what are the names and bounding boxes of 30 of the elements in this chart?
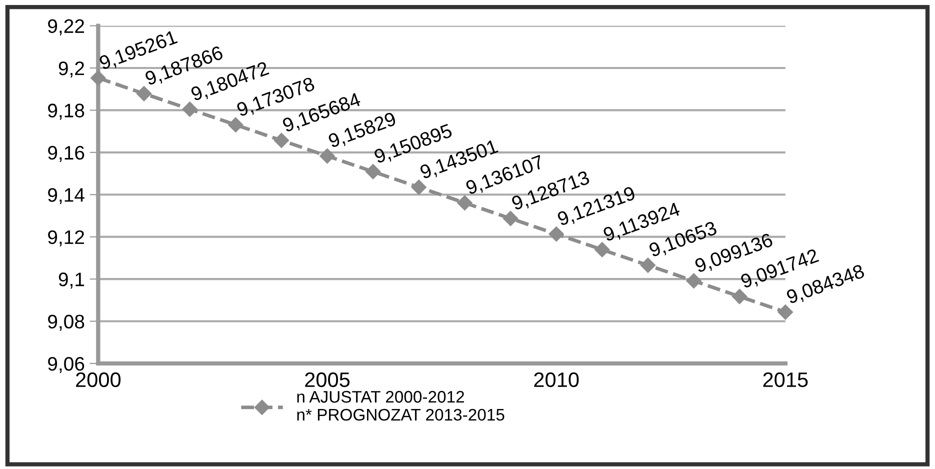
point — [274, 132, 290, 148]
point — [90, 70, 106, 86]
point — [594, 242, 610, 258]
y-tick-label: 9,14 — [48, 188, 84, 204]
y-tick-label: 9,06 — [48, 356, 84, 374]
point — [502, 210, 518, 226]
point — [457, 195, 472, 210]
point — [778, 304, 793, 320]
y-tick-label: 9,2 — [58, 61, 84, 78]
point — [182, 102, 198, 117]
point — [411, 180, 426, 195]
x-tick-label: 2010 — [534, 372, 579, 388]
point — [228, 117, 244, 132]
point — [732, 288, 748, 304]
y-tick-label: 9,22 — [48, 19, 84, 36]
point — [320, 148, 335, 164]
y-tick-label: 9,08 — [48, 314, 84, 331]
point — [640, 258, 656, 273]
y-tick-label: 9,18 — [48, 104, 84, 120]
point — [136, 86, 152, 102]
point — [548, 226, 564, 242]
legend-label: n AJUSTAT 2000-2012 n* PROGNOZAT 2013-2015 — [297, 390, 504, 421]
x-tick-label: 2015 — [763, 372, 808, 388]
point — [365, 164, 381, 180]
y-tick-label: 9,16 — [48, 146, 84, 162]
y-tick-label: 9,12 — [48, 230, 84, 246]
point — [686, 273, 702, 288]
x-tick-label: 2005 — [305, 372, 350, 388]
x-tick-label: 2000 — [76, 372, 121, 388]
y-tick-label: 9,1 — [58, 272, 84, 289]
